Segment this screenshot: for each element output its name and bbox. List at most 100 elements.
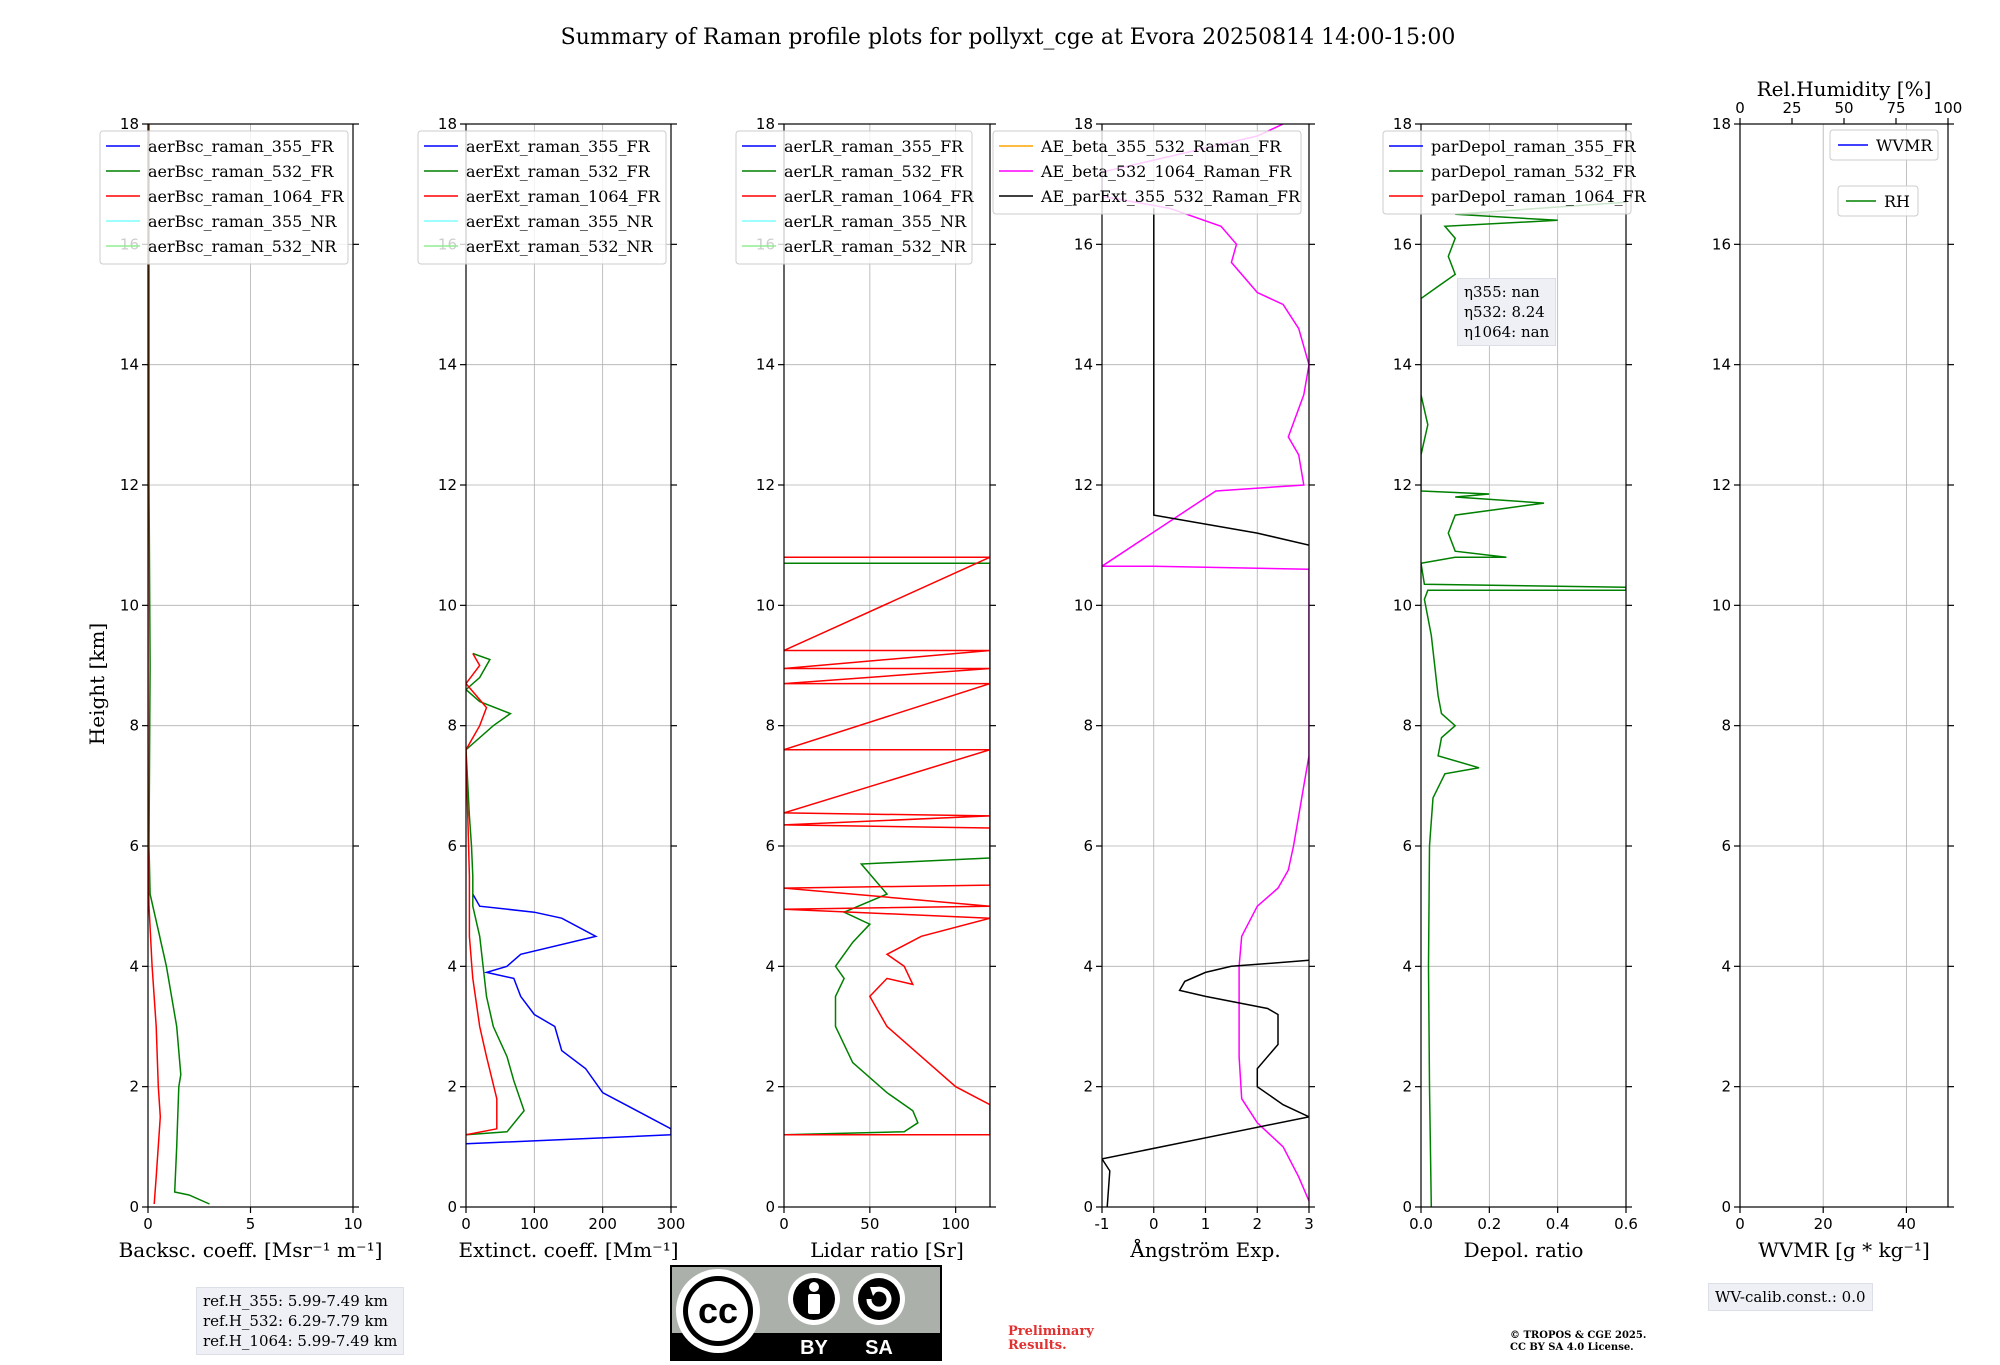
series-line [1153,208,1309,546]
y-tick-label: 12 [1712,476,1731,494]
legend-entry: aerBsc_raman_1064_FR [148,187,345,206]
x-tick-label: 200 [588,1215,617,1233]
y-tick-label: 18 [1393,115,1412,133]
y-tick-label: 4 [129,957,139,975]
eta-1064: η1064: nan [1464,323,1550,341]
legend-entry: AE_beta_532_1064_Raman_FR [1040,162,1292,181]
y-tick-label: 6 [1721,837,1731,855]
y-tick-label: 0 [1402,1198,1412,1216]
x-axis-label: Extinct. coeff. [Mm⁻¹] [458,1238,678,1262]
y-tick-label: 12 [1074,476,1093,494]
y-tick-label: 18 [1712,115,1731,133]
y-tick-label: 14 [1393,356,1412,374]
series-line [784,562,990,1136]
y-tick-label: 14 [1074,356,1093,374]
y-tick-label: 8 [1402,717,1412,735]
y-tick-label: 2 [1083,1078,1093,1096]
y-tick-label: 14 [1712,356,1731,374]
x-tick-label: 3 [1304,1215,1314,1233]
x2-tick-label: 75 [1886,99,1905,117]
panels: 0246810121416180510Backsc. coeff. [Msr⁻¹… [99,77,1962,1262]
cc-inner-icon [688,1281,748,1341]
y-tick-label: 0 [765,1198,775,1216]
y-tick-label: 16 [1712,235,1731,253]
sa-arrow-icon [866,1286,892,1312]
y-tick-label: 4 [765,957,775,975]
y-tick-label: 18 [756,115,775,133]
copyright-line-1: © TROPOS & CGE 2025. [1510,1330,1647,1341]
x-tick-label: 1 [1201,1215,1211,1233]
legend-entry: parDepol_raman_355_FR [1431,137,1637,156]
y-tick-label: 2 [129,1078,139,1096]
x2-tick-label: 100 [1934,99,1963,117]
x-tick-label: 300 [657,1215,686,1233]
figure-title: Summary of Raman profile plots for polly… [561,25,1456,50]
copyright-note: © TROPOS & CGE 2025. CC BY SA 4.0 Licens… [1510,1330,1646,1354]
x-tick-label: 40 [1897,1215,1916,1233]
panel-3: 024681012141618050100Lidar ratio [Sr]aer… [735,115,996,1262]
y-tick-label: 6 [1402,837,1412,855]
y-tick-label: 8 [1721,717,1731,735]
copyright-line-2: CC BY SA 4.0 License. [1510,1342,1634,1353]
x2-axis-label: Rel.Humidity [%] [1757,77,1932,101]
y-tick-label: 0 [1721,1198,1731,1216]
y-tick-label: 6 [129,837,139,855]
legend-entry: WVMR [1876,136,1933,155]
y-tick-label: 16 [1074,235,1093,253]
ref-h-532: ref.H_532: 6.29-7.79 km [203,1312,388,1330]
ref-h-355: ref.H_355: 5.99-7.49 km [203,1292,388,1310]
legend-entry: AE_parExt_355_532_Raman_FR [1040,187,1301,206]
series-line [784,556,990,1136]
x-axis-label: Backsc. coeff. [Msr⁻¹ m⁻¹] [119,1238,383,1262]
cc-text: cc [698,1290,738,1331]
panel-5: 0 2 4 6 8 10 12 14 16 18 0.0 0.2 0.4 0.6 Depol. ratio p… [1382,115,1647,1262]
y-tick-label: 10 [756,596,775,614]
reference-height-box: ref.H_355: 5.99-7.49 km ref.H_532: 6.29-… [196,1287,405,1355]
legend-entry: aerExt_raman_355_NR [466,212,654,231]
axes-frame [465,123,672,1208]
y-tick-label: 2 [1402,1078,1412,1096]
wv-calib-text: WV-calib.const.: 0.0 [1715,1288,1866,1306]
y-tick-label: 6 [765,837,775,855]
y-tick-label: 12 [120,476,139,494]
y-tick-label: 8 [765,717,775,735]
series-line [1421,190,1626,1207]
x-tick-label: 0.4 [1546,1215,1570,1233]
y-tick-label: 14 [438,356,457,374]
x-tick-label: 5 [246,1215,256,1233]
legend-entry: aerBsc_raman_355_FR [148,137,334,156]
eta-355: η355: nan [1464,283,1540,301]
x-tick-label: 0 [779,1215,789,1233]
legend-entry: RH [1884,192,1910,211]
ref-h-1064: ref.H_1064: 5.99-7.49 km [203,1332,398,1350]
y-tick-label: 10 [120,596,139,614]
y-tick-label: 14 [120,356,139,374]
y-tick-label: 4 [1402,957,1412,975]
y-tick-label: 12 [1393,476,1412,494]
legend-entry: aerExt_raman_532_FR [466,162,651,181]
by-text: BY [800,1337,828,1359]
y-tick-label: 14 [756,356,775,374]
y-tick-label: 4 [1083,957,1093,975]
y-tick-label: 16 [1393,235,1412,253]
y-tick-label: 0 [1083,1198,1093,1216]
y-tick-label: 18 [120,115,139,133]
legend-box [99,130,349,265]
series-line [466,652,525,1136]
x-tick-label: 2 [1252,1215,1262,1233]
axes-frame [1739,123,1949,1208]
by-person-head-icon [809,1282,819,1292]
legend-box [1382,130,1632,215]
y-tick-label: 6 [1083,837,1093,855]
legend-entry: aerBsc_raman_532_NR [148,237,337,256]
panel-1: 0246810121416180510Backsc. coeff. [Msr⁻¹… [99,115,383,1262]
eta-box: η355: nan η532: 8.24 η1064: nan [1457,278,1557,346]
y-tick-label: 2 [447,1078,457,1096]
x-tick-label: 0.2 [1477,1215,1501,1233]
x-axis-label: Ångström Exp. [1129,1237,1280,1262]
legend-entry: aerLR_raman_1064_FR [784,187,974,206]
sa-arrowhead-icon [870,1287,880,1296]
